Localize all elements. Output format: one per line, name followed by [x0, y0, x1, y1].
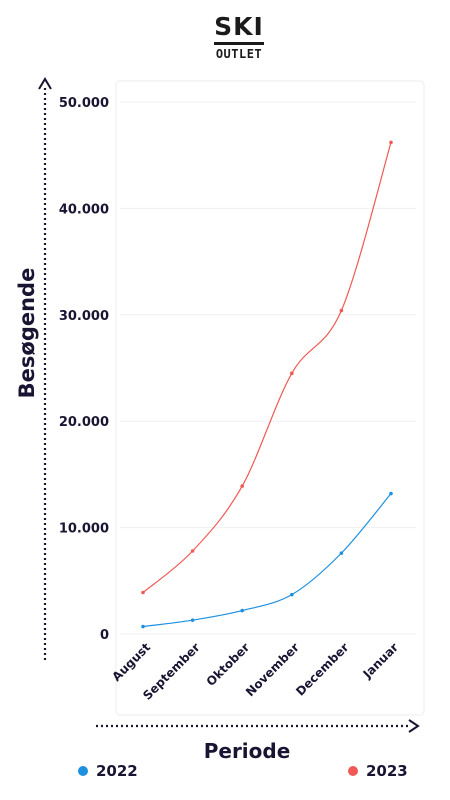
- data-point-2023: [240, 484, 244, 488]
- legend-item-2022: 2022: [78, 762, 138, 780]
- y-tick-label: 50.000: [59, 96, 109, 111]
- logo-text-top: SKI: [214, 12, 264, 41]
- y-tick-label: 40.000: [59, 202, 109, 217]
- data-point-2022: [389, 491, 393, 496]
- legend-label-2023: 2023: [366, 762, 408, 780]
- legend-marker-2023: [348, 766, 358, 776]
- legend-item-2023: 2023: [348, 762, 408, 780]
- logo-text-bottom: OUTLET: [215, 47, 263, 61]
- data-point-2022: [190, 618, 195, 622]
- y-tick-label: 30.000: [59, 309, 109, 324]
- series-line-2022: [142, 493, 392, 628]
- y-axis-title: Besøgende: [15, 268, 39, 399]
- data-point-2023: [190, 549, 195, 553]
- x-axis-arrow-head: [408, 719, 420, 733]
- y-axis-arrow-head: [38, 77, 52, 90]
- data-point-2022: [240, 608, 244, 613]
- ski-outlet-logo: SKI OUTLET: [208, 13, 270, 63]
- y-tick-label: 0: [100, 628, 109, 643]
- data-point-2022: [141, 624, 145, 629]
- data-point-2023: [141, 590, 145, 595]
- logo-divider: [214, 42, 264, 45]
- data-point-2022: [290, 592, 294, 597]
- data-point-2023: [339, 308, 344, 313]
- x-axis-title: Periode: [204, 739, 291, 763]
- y-tick-label: 20.000: [59, 415, 109, 430]
- data-point-2022: [339, 551, 344, 555]
- legend-marker-2022: [78, 766, 88, 776]
- data-point-2023: [290, 371, 294, 376]
- plot-panel: [115, 80, 425, 716]
- legend-label-2022: 2022: [96, 762, 138, 780]
- data-point-2023: [389, 140, 393, 145]
- y-tick-label: 10.000: [59, 522, 109, 537]
